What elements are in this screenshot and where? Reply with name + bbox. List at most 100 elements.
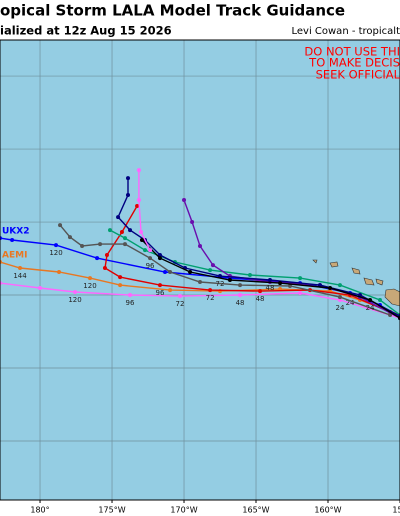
- track-point: [287, 283, 292, 288]
- tracks: 120 UKX2 144 120 AEMI 120 96 72 48 24 96 72 48 24 96 72…: [0, 168, 400, 321]
- hour-label: 120: [83, 282, 96, 290]
- track-point: [67, 235, 72, 240]
- track-point: [108, 228, 113, 233]
- islands: [312, 259, 400, 307]
- track-point: [38, 286, 43, 291]
- x-tick-label: 165°W: [242, 506, 269, 515]
- track-point: [218, 274, 223, 279]
- track-point: [258, 289, 263, 294]
- track-point: [18, 266, 23, 271]
- x-tick-label: 175°W: [98, 506, 125, 515]
- track-point: [128, 293, 133, 298]
- track-point: [126, 176, 131, 181]
- hour-label: 96: [146, 262, 155, 270]
- track-point: [138, 229, 143, 234]
- warning: DO NOT USE THI: [304, 45, 400, 59]
- track-point: [317, 283, 322, 288]
- island: [363, 277, 375, 286]
- hour-label: 24: [366, 304, 375, 312]
- track-point: [337, 283, 342, 288]
- track-point: [136, 168, 141, 173]
- track-point: [163, 269, 168, 274]
- track-point: [148, 256, 153, 261]
- island: [351, 267, 361, 275]
- track-point: [54, 243, 59, 248]
- track-point: [148, 248, 153, 253]
- warning: SEEK OFFICIAL: [316, 68, 400, 82]
- track-point: [177, 294, 182, 299]
- track-point: [168, 269, 173, 274]
- hour-label: 48: [266, 284, 275, 292]
- track-point: [238, 293, 243, 298]
- track-point: [227, 278, 232, 282]
- track-point: [168, 288, 173, 293]
- chart-subtitle: ialized at 12z Aug 15 2026: [0, 24, 172, 38]
- island: [384, 288, 400, 307]
- track-point: [238, 283, 243, 288]
- track-point: [267, 278, 272, 282]
- track-point: [298, 290, 303, 295]
- track-point: [102, 266, 107, 271]
- x-tick-label: 180°: [30, 506, 49, 515]
- track-line: [141, 239, 400, 319]
- track-point: [188, 269, 193, 274]
- island: [329, 261, 339, 268]
- hour-label: 48: [256, 295, 265, 303]
- track-point: [57, 269, 62, 274]
- hour-label: 120: [68, 296, 81, 304]
- track-point: [116, 215, 121, 220]
- track-point: [190, 220, 195, 225]
- ocean: [0, 40, 400, 500]
- hour-label: 72: [216, 280, 225, 288]
- chart-title: opical Storm LALA Model Track Guidance: [0, 2, 345, 20]
- track-point: [58, 223, 63, 228]
- track-line: [138, 170, 151, 251]
- track-point: [157, 256, 162, 261]
- hour-label: 24: [335, 304, 344, 312]
- track-point: [87, 276, 92, 281]
- track-point: [98, 242, 103, 247]
- hour-label: 24: [346, 299, 355, 307]
- track-point: [377, 298, 382, 302]
- track-point: [142, 248, 147, 253]
- track-line: [109, 229, 400, 316]
- track-point: [136, 198, 141, 202]
- track-point: [157, 283, 162, 288]
- track-point: [104, 253, 109, 258]
- hour-label: 120: [49, 249, 62, 257]
- track-point: [139, 238, 144, 242]
- track-point: [128, 228, 133, 233]
- track-point: [118, 283, 123, 288]
- x-tick-label: 160°W: [314, 506, 341, 515]
- map-frame: [0, 39, 400, 501]
- track-line: [117, 178, 400, 317]
- track-point: [247, 273, 252, 278]
- hour-label: 144: [13, 272, 27, 280]
- hour-label: 72: [206, 294, 215, 302]
- track-point: [182, 198, 187, 202]
- track-point: [122, 236, 127, 241]
- track-line: [59, 224, 391, 316]
- track-point: [208, 288, 213, 293]
- track-point: [135, 203, 140, 208]
- track-point: [328, 286, 333, 291]
- x-tick-label: 155: [392, 506, 400, 515]
- track-point: [122, 242, 127, 247]
- track-point: [298, 276, 303, 281]
- grid: [0, 40, 400, 500]
- track-point: [157, 253, 162, 258]
- hour-label: 96: [126, 299, 135, 307]
- track-point: [10, 238, 15, 242]
- track-point: [337, 298, 342, 302]
- island: [375, 278, 384, 286]
- track-point: [210, 263, 215, 268]
- hour-label: 48: [236, 299, 245, 307]
- track-point: [126, 193, 131, 198]
- track-point: [208, 268, 213, 273]
- track-point: [119, 229, 124, 234]
- track-point: [118, 275, 123, 280]
- track-point: [337, 295, 342, 300]
- warning: TO MAKE DECIS: [308, 56, 400, 70]
- track-point: [198, 243, 202, 248]
- track-name: AEMI: [2, 251, 27, 261]
